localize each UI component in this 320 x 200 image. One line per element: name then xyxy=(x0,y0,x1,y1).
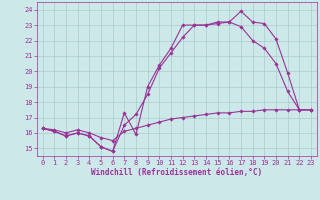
X-axis label: Windchill (Refroidissement éolien,°C): Windchill (Refroidissement éolien,°C) xyxy=(91,168,262,177)
